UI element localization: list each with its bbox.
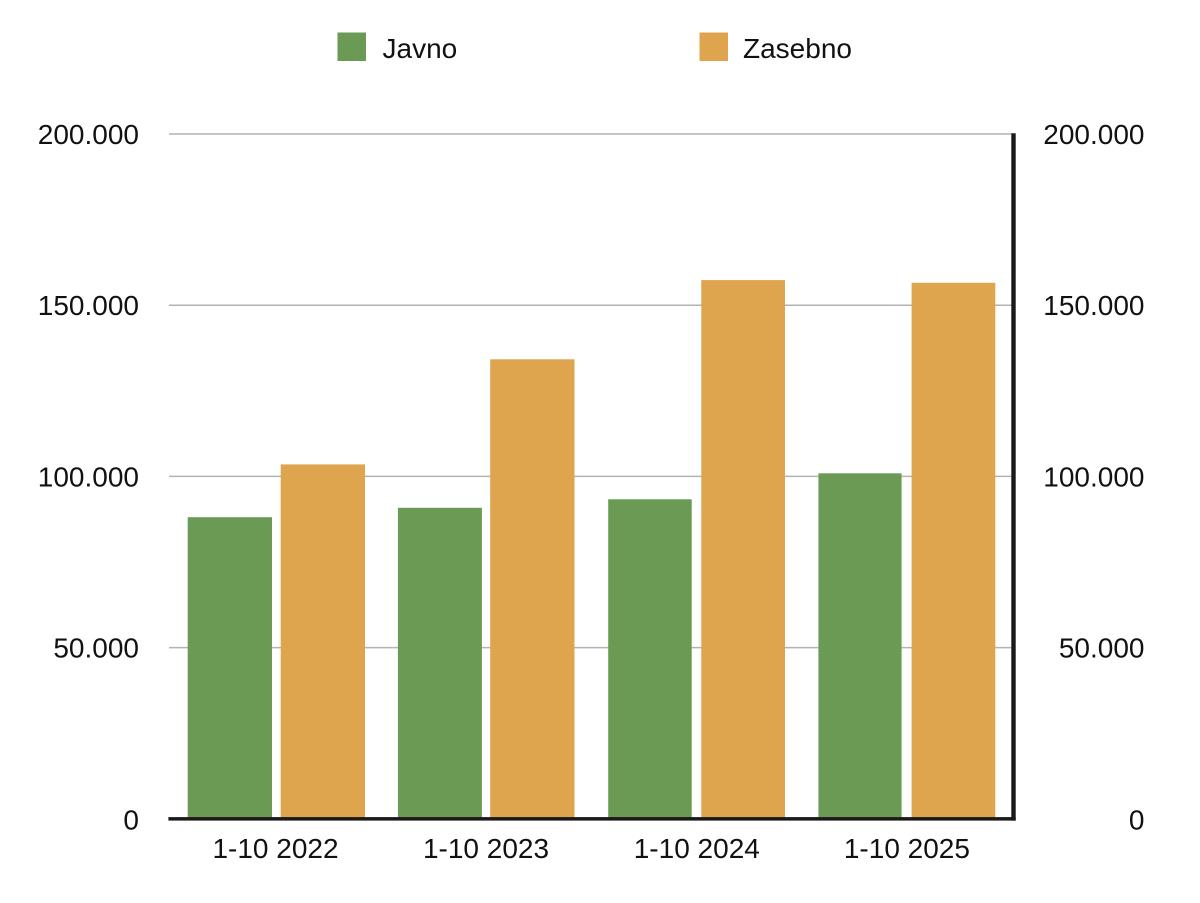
svg-text:1-10 2023: 1-10 2023: [423, 833, 549, 864]
svg-text:200.000: 200.000: [1043, 119, 1144, 150]
svg-text:1-10 2024: 1-10 2024: [634, 833, 760, 864]
svg-text:1-10 2025: 1-10 2025: [844, 833, 970, 864]
svg-text:150.000: 150.000: [38, 290, 139, 321]
svg-text:100.000: 100.000: [38, 461, 139, 492]
svg-text:200.000: 200.000: [38, 119, 139, 150]
svg-text:50.000: 50.000: [53, 633, 139, 664]
svg-text:150.000: 150.000: [1043, 290, 1144, 321]
svg-text:50.000: 50.000: [1059, 633, 1145, 664]
svg-text:0: 0: [1129, 805, 1145, 836]
svg-text:0: 0: [123, 805, 139, 836]
svg-text:Javno: Javno: [383, 33, 458, 64]
svg-text:100.000: 100.000: [1043, 461, 1144, 492]
svg-text:1-10 2022: 1-10 2022: [212, 833, 338, 864]
svg-text:Zasebno: Zasebno: [743, 33, 852, 64]
